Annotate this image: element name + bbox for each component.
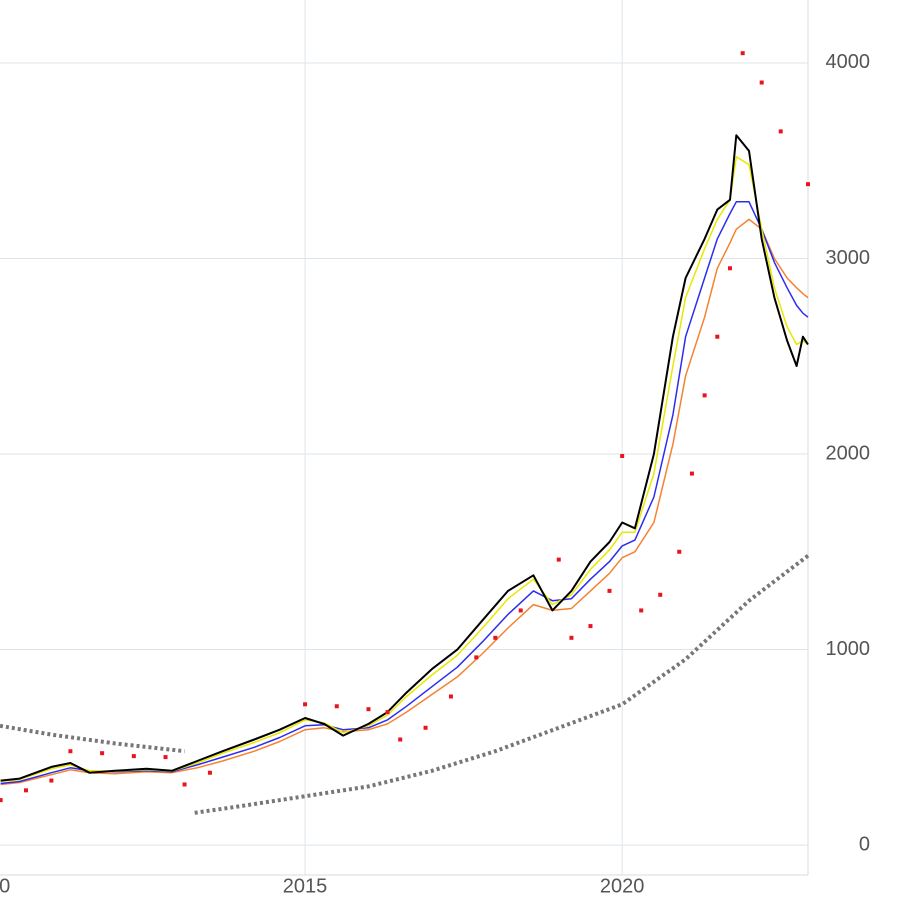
y-tick-label: 2000 [826,442,871,464]
y-tick-label: 1000 [826,638,871,660]
sar-dot [759,80,764,85]
sar-dot [702,393,707,398]
sar-dot [778,129,783,134]
sar-dot [207,770,212,775]
sar-dot [100,751,105,756]
sar-dot [49,778,54,783]
sar-dot [806,182,810,187]
sar-dot [658,592,663,597]
sar-dot [423,725,428,730]
y-tick-label: 3000 [826,247,871,269]
y-tick-label: 0 [859,833,870,855]
x-tick-label: 2020 [600,875,645,897]
sar-dot [677,549,682,554]
sar-dot [556,557,561,562]
sar-dot [588,624,593,629]
sar-dot [689,471,694,476]
sar-dot [493,635,498,640]
sar-dot [518,608,523,613]
sar-dot [620,453,625,458]
sar-dot [68,749,73,754]
moving-average-dotted [0,554,810,815]
sar-dot [24,788,29,793]
sar-dot [163,755,168,760]
sar-dot [569,635,574,640]
sar-dot [639,608,644,613]
sar-dot [715,334,720,339]
y-tick-label: 4000 [826,51,871,73]
sar-dot [740,51,745,56]
sar-dot [474,655,479,660]
series-line [0,134,809,782]
sar-dot [0,798,3,803]
sar-dot [182,782,187,787]
x-tick-label: 2015 [283,875,328,897]
sar-dot [131,754,136,759]
sar-dot [607,588,612,593]
sar-dot [398,737,403,742]
sar-dot [366,707,371,712]
series-line [0,218,809,786]
sar-dot [303,702,308,707]
sar-dot [385,710,390,715]
x-tick-label: 2010 [0,875,10,897]
sar-dot [727,266,732,271]
sar-dot [448,694,453,699]
sar-dot [334,704,339,709]
